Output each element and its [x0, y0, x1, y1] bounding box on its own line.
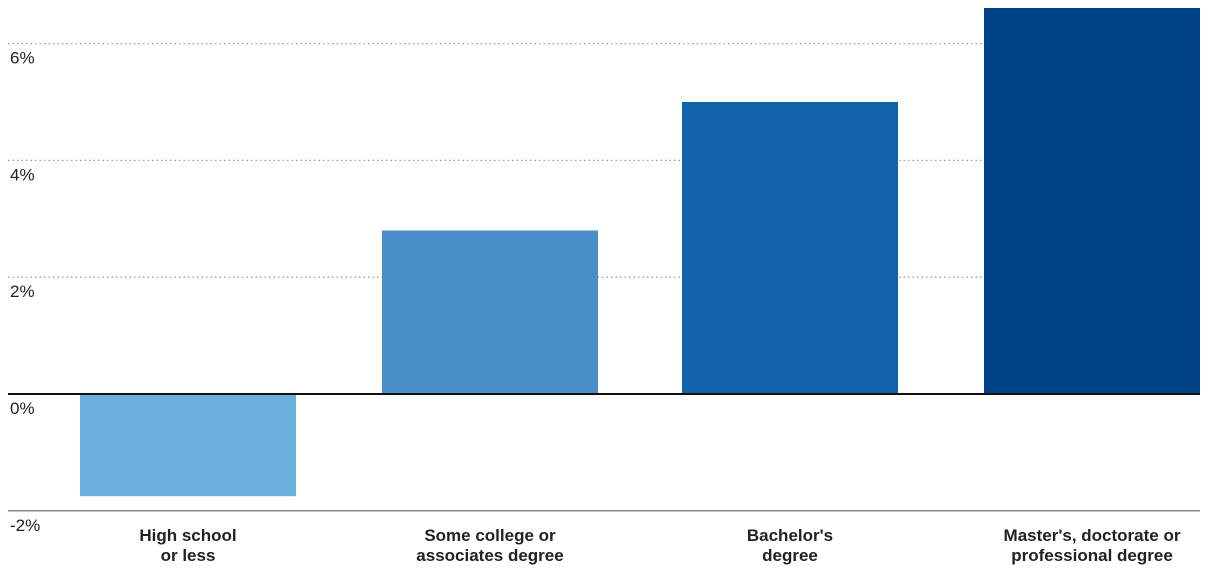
axes	[8, 393, 1200, 512]
y-axis-tick-labels: 6% 4% 2% 0% -2%	[10, 49, 40, 535]
bar-2	[682, 102, 898, 394]
bar-1	[382, 230, 598, 394]
y-tick-label-1: 4%	[10, 165, 35, 184]
x-axis-category-labels: High school or less Some college or associa…	[139, 526, 1180, 565]
bar-0	[80, 394, 296, 497]
y-tick-label-4: -2%	[10, 516, 40, 535]
gridlines	[8, 42, 1200, 278]
y-tick-label-3: 0%	[10, 399, 35, 418]
x-tick-label-0: High school or less	[139, 526, 236, 565]
x-tick-label-2: Bachelor's degree	[747, 526, 833, 565]
bar-3	[984, 8, 1200, 394]
y-tick-label-2: 2%	[10, 282, 35, 301]
x-tick-label-3: Master's, doctorate or professional degre…	[1004, 526, 1181, 565]
x-tick-label-1: Some college or associates degree	[416, 526, 563, 565]
bars	[80, 8, 1200, 497]
y-tick-label-0: 6%	[10, 49, 35, 68]
